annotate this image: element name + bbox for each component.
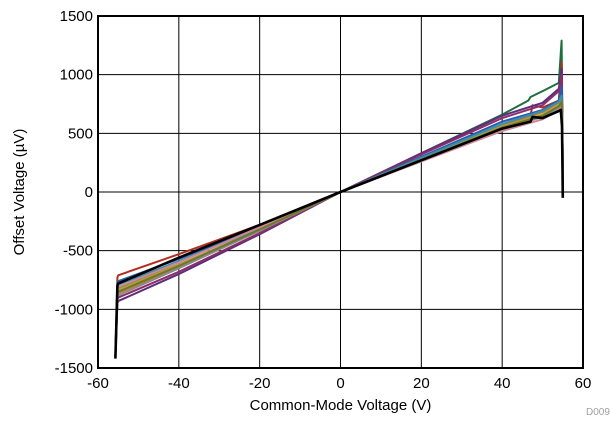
x-tick-label: -20 — [249, 375, 271, 392]
series-line — [114, 101, 564, 357]
y-tick-label: 500 — [68, 125, 93, 142]
series-line — [114, 97, 564, 357]
x-tick-label: 60 — [575, 375, 592, 392]
y-tick-label: 1000 — [60, 67, 93, 84]
series-line — [114, 67, 564, 357]
series-line — [114, 61, 564, 357]
y-tick-label: 0 — [85, 184, 93, 201]
series-line — [114, 85, 564, 357]
y-tick-label: 1500 — [60, 8, 93, 25]
x-tick-label: 40 — [494, 375, 511, 392]
x-tick-label: 0 — [336, 375, 344, 392]
plot-frame — [97, 15, 584, 369]
series-line — [114, 99, 564, 357]
y-tick-label: -1000 — [55, 301, 93, 318]
series-line — [114, 94, 564, 357]
series-line — [114, 108, 565, 359]
figure-id-label: D009 — [586, 407, 610, 418]
x-tick-label: -60 — [87, 375, 109, 392]
x-tick-label: -40 — [168, 375, 190, 392]
x-tick-label: 20 — [413, 375, 430, 392]
series-line — [114, 104, 564, 357]
x-axis-title: Common-Mode Voltage (V) — [250, 397, 432, 414]
x-tick-labels: -60 -40 -20 0 20 40 60 — [87, 375, 591, 392]
y-tick-label: -500 — [63, 243, 93, 260]
y-tick-labels: -1500 -1000 -500 0 500 1000 1500 — [55, 8, 93, 377]
series-layer — [114, 39, 565, 359]
y-axis-title: Offset Voltage (µV) — [11, 129, 28, 256]
y-tick-label: -1500 — [55, 360, 93, 377]
series-line — [114, 100, 564, 357]
